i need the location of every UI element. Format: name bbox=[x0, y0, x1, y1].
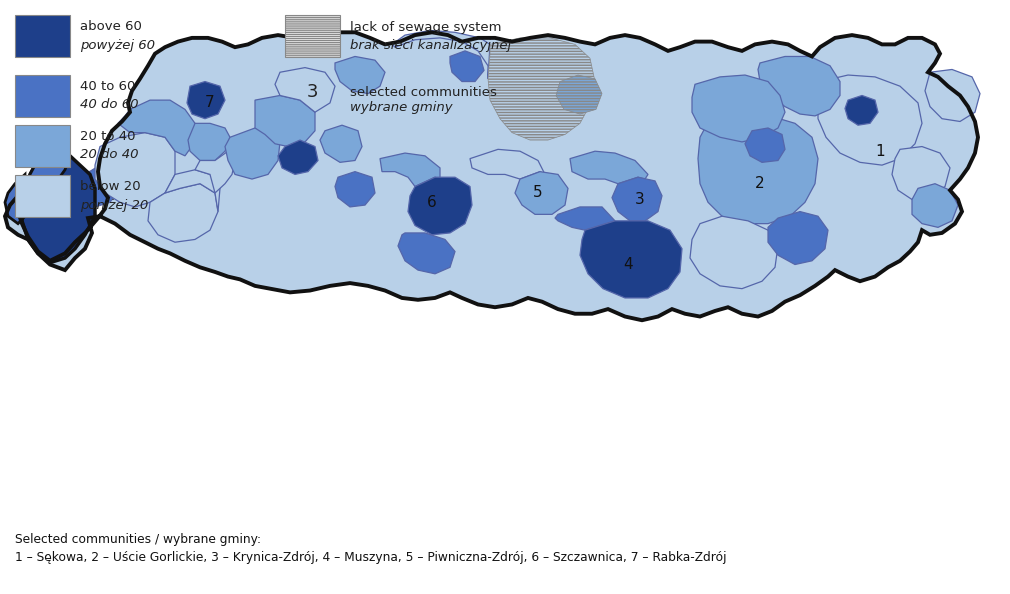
Polygon shape bbox=[398, 233, 454, 274]
Polygon shape bbox=[335, 56, 385, 94]
Text: 20 do 40: 20 do 40 bbox=[80, 148, 138, 162]
Polygon shape bbox=[892, 147, 950, 200]
Polygon shape bbox=[392, 30, 490, 79]
Text: below 20: below 20 bbox=[80, 181, 140, 194]
Polygon shape bbox=[187, 81, 225, 119]
Text: powyżej 60: powyżej 60 bbox=[80, 39, 155, 52]
Polygon shape bbox=[148, 184, 218, 242]
Text: wybrane gminy: wybrane gminy bbox=[350, 102, 452, 115]
Polygon shape bbox=[488, 38, 595, 140]
FancyBboxPatch shape bbox=[15, 75, 70, 117]
Polygon shape bbox=[556, 75, 602, 114]
Text: 2: 2 bbox=[755, 176, 765, 191]
Text: lack of sewage system: lack of sewage system bbox=[350, 21, 502, 33]
Polygon shape bbox=[912, 184, 958, 228]
Polygon shape bbox=[25, 147, 70, 198]
Polygon shape bbox=[5, 32, 978, 320]
Polygon shape bbox=[450, 51, 484, 81]
Polygon shape bbox=[925, 69, 980, 122]
Text: 4: 4 bbox=[623, 257, 633, 272]
Polygon shape bbox=[745, 128, 785, 162]
Text: selected communities: selected communities bbox=[350, 86, 497, 99]
Text: 5: 5 bbox=[533, 185, 542, 201]
Polygon shape bbox=[612, 177, 662, 221]
Polygon shape bbox=[380, 153, 440, 187]
Polygon shape bbox=[768, 211, 828, 264]
Polygon shape bbox=[165, 170, 220, 211]
Polygon shape bbox=[278, 140, 318, 175]
Polygon shape bbox=[845, 96, 878, 125]
Text: poniżej 20: poniżej 20 bbox=[80, 198, 148, 211]
Text: 40 to 60: 40 to 60 bbox=[80, 81, 135, 93]
Polygon shape bbox=[556, 207, 615, 230]
Polygon shape bbox=[690, 216, 778, 289]
Polygon shape bbox=[225, 128, 280, 179]
Text: above 60: above 60 bbox=[80, 21, 141, 33]
Polygon shape bbox=[692, 75, 785, 142]
Text: 1 – Sękowa, 2 – Uście Gorlickie, 3 – Krynica-Zdrój, 4 – Muszyna, 5 – Piwniczna-Z: 1 – Sękowa, 2 – Uście Gorlickie, 3 – Kry… bbox=[15, 551, 726, 564]
Text: 20 to 40: 20 to 40 bbox=[80, 131, 135, 144]
Polygon shape bbox=[118, 100, 195, 156]
Text: 3: 3 bbox=[306, 83, 318, 101]
Polygon shape bbox=[818, 75, 922, 165]
Polygon shape bbox=[95, 132, 175, 207]
Polygon shape bbox=[580, 221, 682, 298]
Polygon shape bbox=[335, 172, 375, 207]
Polygon shape bbox=[698, 114, 818, 224]
Polygon shape bbox=[470, 149, 545, 179]
FancyBboxPatch shape bbox=[15, 175, 70, 217]
Text: 40 do 60: 40 do 60 bbox=[80, 99, 138, 112]
Polygon shape bbox=[80, 160, 125, 207]
Polygon shape bbox=[195, 151, 235, 193]
FancyBboxPatch shape bbox=[15, 15, 70, 57]
Text: 1: 1 bbox=[876, 144, 885, 159]
Text: 7: 7 bbox=[205, 96, 215, 110]
Text: 6: 6 bbox=[427, 195, 437, 210]
Polygon shape bbox=[758, 56, 840, 116]
Text: 3: 3 bbox=[635, 192, 644, 207]
FancyBboxPatch shape bbox=[15, 125, 70, 167]
Polygon shape bbox=[570, 151, 648, 184]
Polygon shape bbox=[408, 177, 472, 235]
Polygon shape bbox=[22, 147, 95, 263]
Polygon shape bbox=[320, 125, 362, 162]
Polygon shape bbox=[275, 68, 335, 112]
Polygon shape bbox=[515, 172, 568, 214]
Text: brak sieci kanalizacyjnej: brak sieci kanalizacyjnej bbox=[350, 39, 511, 52]
Polygon shape bbox=[255, 96, 315, 147]
Polygon shape bbox=[5, 175, 28, 224]
Text: Selected communities / wybrane gminy:: Selected communities / wybrane gminy: bbox=[15, 533, 261, 546]
Polygon shape bbox=[188, 124, 230, 160]
FancyBboxPatch shape bbox=[285, 15, 340, 57]
